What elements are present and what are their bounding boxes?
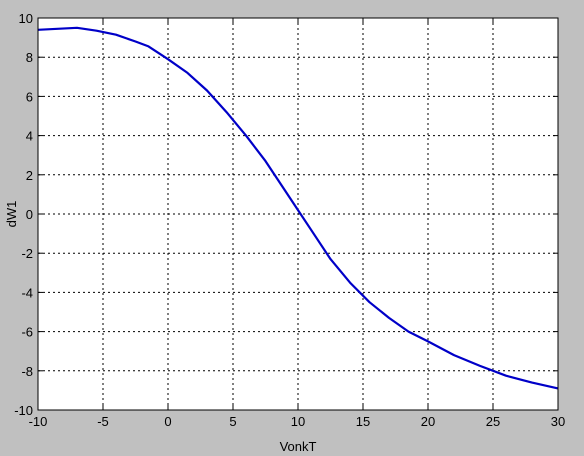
y-axis-label: dW1	[4, 201, 19, 228]
y-tick-label: -2	[21, 246, 33, 261]
x-axis-label: VonkT	[280, 439, 317, 454]
x-tick-label: 15	[356, 414, 370, 429]
x-tick-label: -5	[97, 414, 109, 429]
ticks: -10 -5 0 5 10 15 20 25 30 -10 -8 -6 -4 -2 0 2 4 6 8 10	[14, 11, 565, 429]
x-tick-label: 0	[164, 414, 171, 429]
y-tick-label: -10	[14, 403, 33, 418]
grid-lines	[38, 18, 558, 410]
x-tick-label: 25	[486, 414, 500, 429]
x-tick-label: 30	[551, 414, 565, 429]
y-tick-label: 8	[26, 50, 33, 65]
series-layer	[37, 26, 559, 390]
y-tick-label: 2	[26, 168, 33, 183]
x-tick-label: 10	[291, 414, 305, 429]
series-line	[37, 26, 559, 390]
x-tick-label: 5	[229, 414, 236, 429]
y-tick-label: -4	[21, 285, 33, 300]
y-tick-label: 6	[26, 89, 33, 104]
y-tick-label: 10	[19, 11, 33, 26]
y-tick-label: 4	[26, 129, 33, 144]
y-tick-label: 0	[26, 207, 33, 222]
x-tick-label: 20	[421, 414, 435, 429]
y-tick-label: -6	[21, 325, 33, 340]
y-tick-label: -8	[21, 364, 33, 379]
x-tick-label: -10	[29, 414, 48, 429]
